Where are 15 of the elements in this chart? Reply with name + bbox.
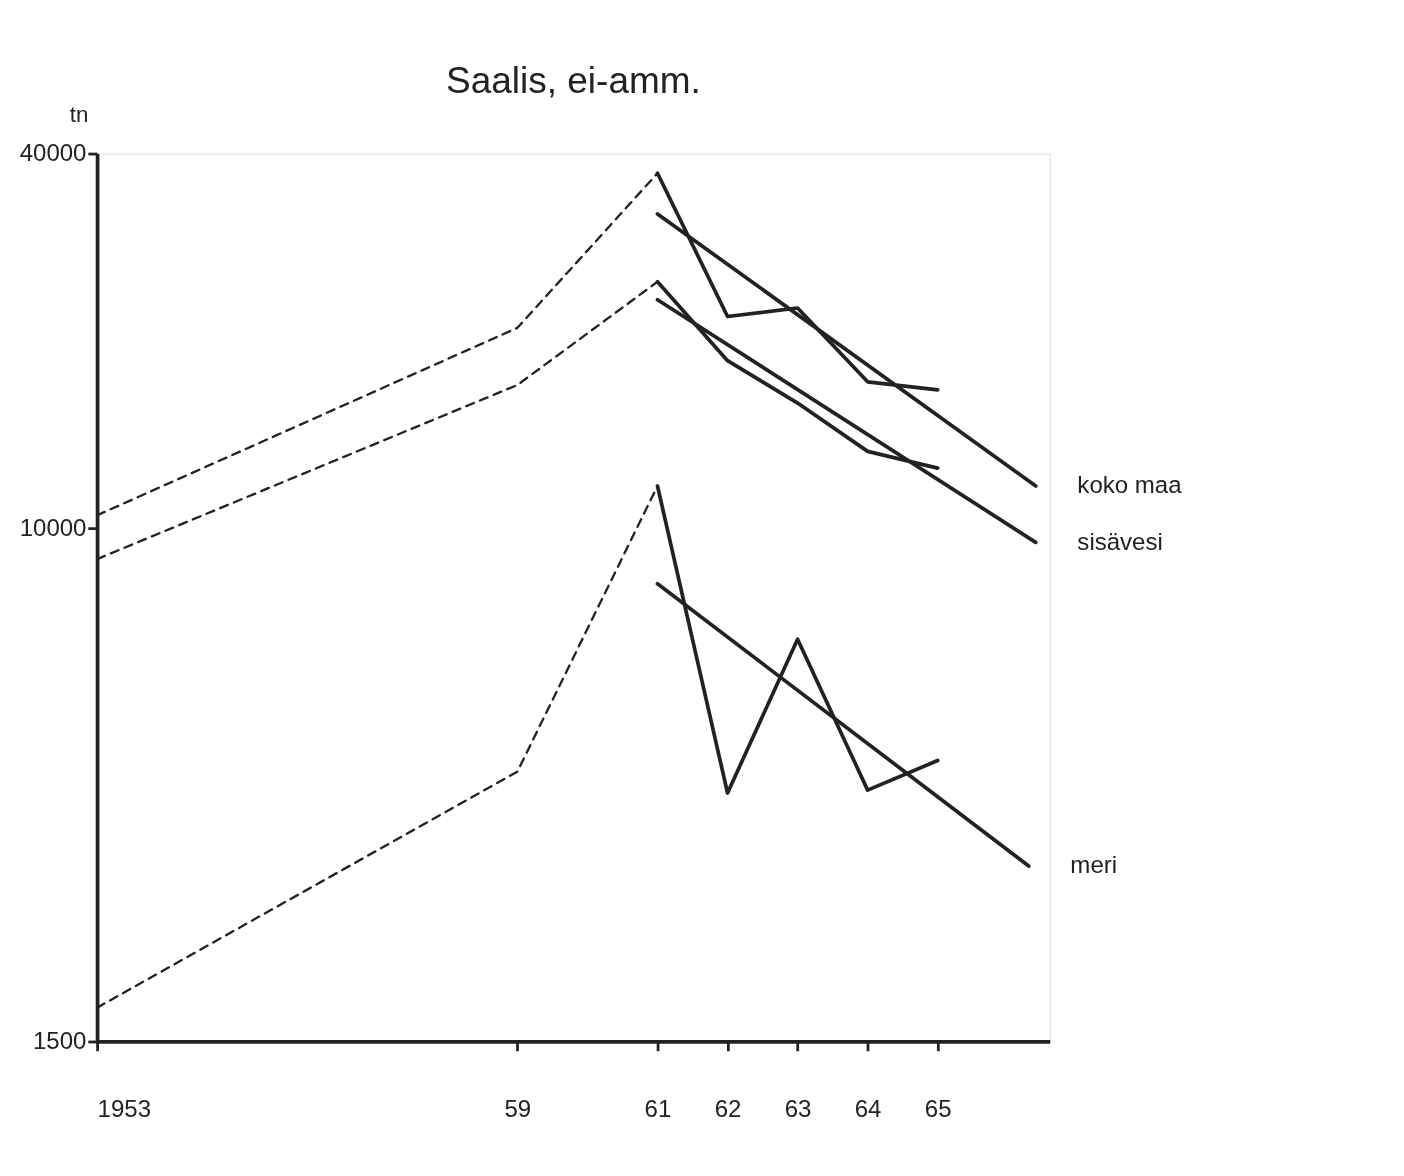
- series-label: koko maa: [1077, 471, 1183, 499]
- x-tick-label: 63: [784, 1094, 812, 1122]
- y-tick-label: 1500: [33, 1027, 87, 1055]
- x-tick-label: 59: [504, 1094, 532, 1122]
- x-tick-label: 64: [854, 1094, 882, 1122]
- y-tick-label: 40000: [19, 139, 87, 167]
- x-tick-label: 1953: [97, 1094, 152, 1122]
- chart-title: Saalis, ei-amm.: [446, 59, 701, 101]
- x-tick-label: 62: [714, 1094, 742, 1122]
- x-tick-label: 61: [644, 1094, 672, 1122]
- y-axis-title: tn: [69, 101, 89, 127]
- series-label: sisävesi: [1077, 527, 1163, 555]
- y-tick-label: 10000: [19, 514, 87, 542]
- x-tick-label: 65: [924, 1094, 952, 1122]
- series-label: meri: [1070, 851, 1118, 879]
